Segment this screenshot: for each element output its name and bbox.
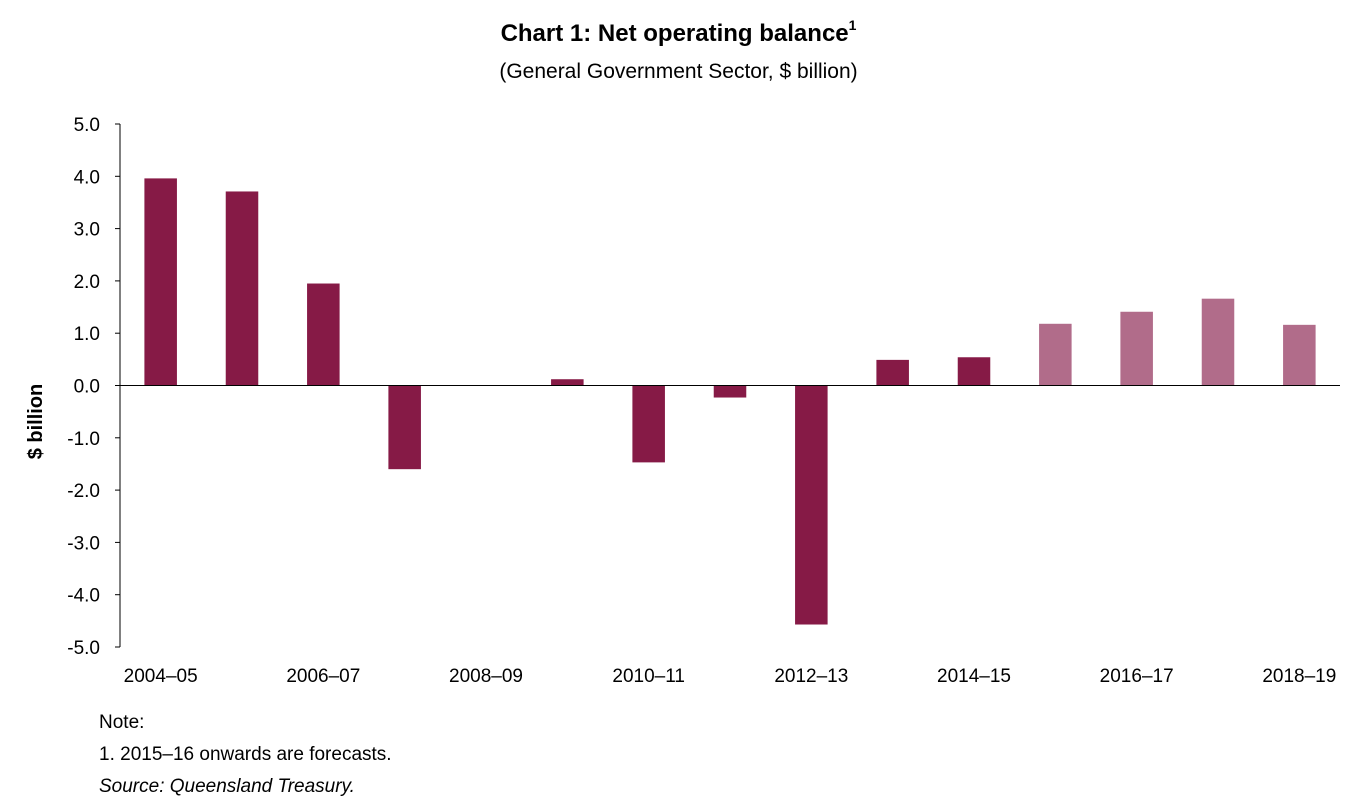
y-tick-label: 4.0 bbox=[74, 167, 100, 188]
y-tick-label: 0.0 bbox=[74, 377, 100, 398]
x-tick-label: 2014–15 bbox=[937, 666, 1011, 687]
chart-title: Chart 1: Net operating balance1 bbox=[0, 17, 1357, 48]
x-tick-label: 2016–17 bbox=[1100, 666, 1174, 687]
bar-2017–18 bbox=[1201, 298, 1235, 386]
y-tick-label: 3.0 bbox=[74, 220, 100, 241]
chart-notes: Note: 1. 2015–16 onwards are forecasts. … bbox=[99, 707, 392, 803]
y-axis-title: $ billion bbox=[25, 384, 47, 460]
x-tick-label: 2018–19 bbox=[1262, 666, 1336, 687]
y-tick-label: -3.0 bbox=[67, 533, 100, 554]
bar-2018–19 bbox=[1283, 324, 1316, 386]
source-note: Source: Queensland Treasury. bbox=[99, 776, 355, 797]
bar-2016–17 bbox=[1120, 311, 1153, 386]
x-tick-label: 2010–11 bbox=[612, 666, 685, 687]
y-tick-label: 2.0 bbox=[74, 272, 100, 293]
bar-2012–13 bbox=[795, 385, 828, 625]
y-tick-label: 5.0 bbox=[74, 115, 100, 136]
bar-2013–14 bbox=[876, 359, 909, 386]
note-forecast: 1. 2015–16 onwards are forecasts. bbox=[99, 744, 392, 765]
x-tick-label: 2004–05 bbox=[124, 666, 198, 687]
y-tick-label: -5.0 bbox=[67, 638, 100, 659]
x-tick-label: 2008–09 bbox=[449, 666, 523, 687]
bar-2007–08 bbox=[388, 385, 421, 470]
note-label: Note: bbox=[99, 712, 145, 733]
x-tick-label: 2006–07 bbox=[286, 666, 360, 687]
bar-2006–07 bbox=[307, 283, 340, 386]
x-tick-label: 2012–13 bbox=[774, 666, 848, 687]
chart-title-footnote-mark: 1 bbox=[848, 17, 857, 33]
chart-subtitle: (General Government Sector, $ billion) bbox=[499, 60, 858, 83]
bar-2015–16 bbox=[1039, 323, 1072, 386]
y-tick-label: -1.0 bbox=[67, 429, 100, 450]
bar-2011–12 bbox=[713, 385, 747, 398]
bar-chart: 5.0 4.0 3.0 2.0 1.0 0.0 -1.0 -2.0 -3.0 -4.0 -5.0 $ … bbox=[25, 115, 1340, 687]
y-tick-label: 1.0 bbox=[74, 324, 100, 345]
bar-2014–15 bbox=[957, 357, 991, 386]
bar-2009–10 bbox=[551, 379, 584, 386]
y-tick-label: -2.0 bbox=[67, 481, 100, 502]
bar-2005–06 bbox=[225, 191, 259, 386]
bar-2004–05 bbox=[144, 178, 177, 386]
bar-2010–11 bbox=[632, 385, 665, 463]
y-tick-label: -4.0 bbox=[67, 586, 100, 607]
chart-title-text: Chart 1: Net operating balance bbox=[500, 20, 849, 47]
